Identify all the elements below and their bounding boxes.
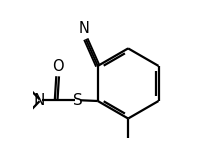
Text: S: S bbox=[73, 93, 83, 108]
Text: N: N bbox=[34, 93, 45, 108]
Text: O: O bbox=[52, 59, 64, 74]
Text: N: N bbox=[79, 21, 90, 36]
